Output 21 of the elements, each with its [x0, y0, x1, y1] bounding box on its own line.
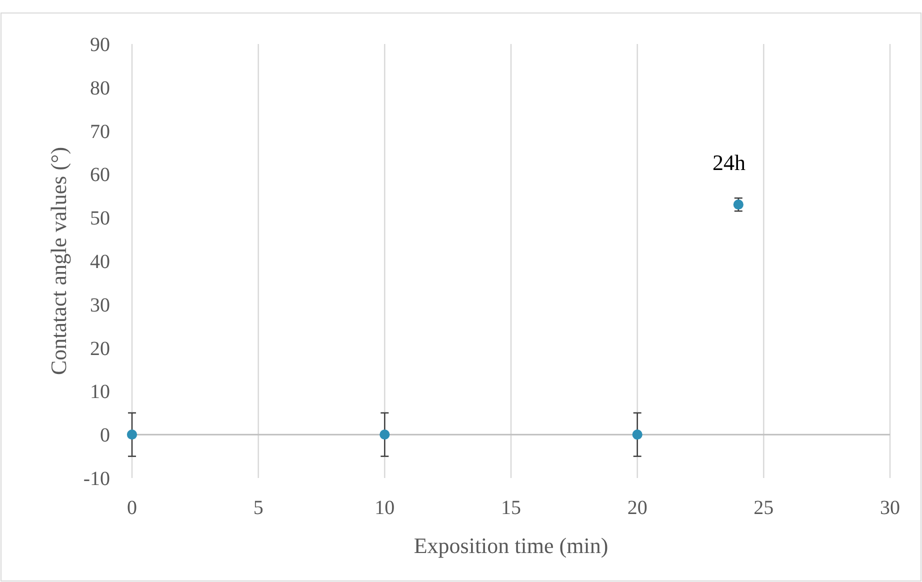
x-tick-label: 30: [880, 497, 900, 519]
x-tick-label: 0: [127, 497, 137, 519]
y-tick-label: 40: [90, 251, 110, 273]
x-tick-label: 25: [754, 497, 774, 519]
y-tick-label: 10: [90, 381, 110, 404]
x-axis-title: Exposition time (min): [414, 533, 608, 558]
x-tick-label: 10: [374, 497, 395, 519]
annotation: 24h: [712, 150, 746, 175]
x-tick-label: 15: [501, 497, 521, 519]
y-tick-label: 90: [90, 34, 110, 56]
y-tick-label: 20: [90, 338, 110, 360]
x-tick-label: 20: [627, 497, 648, 519]
y-tick-label: 30: [90, 294, 110, 316]
y-tick-label: 80: [90, 77, 110, 100]
y-tick-label: 60: [90, 164, 110, 186]
y-tick-label: 70: [90, 120, 110, 143]
y-tick-label: 50: [90, 208, 110, 230]
x-tick-label: 5: [253, 497, 264, 519]
y-tick-label: -10: [83, 468, 110, 490]
y-axis-title: Contatact angle values (°): [46, 146, 71, 376]
y-tick-label: 0: [100, 424, 110, 447]
